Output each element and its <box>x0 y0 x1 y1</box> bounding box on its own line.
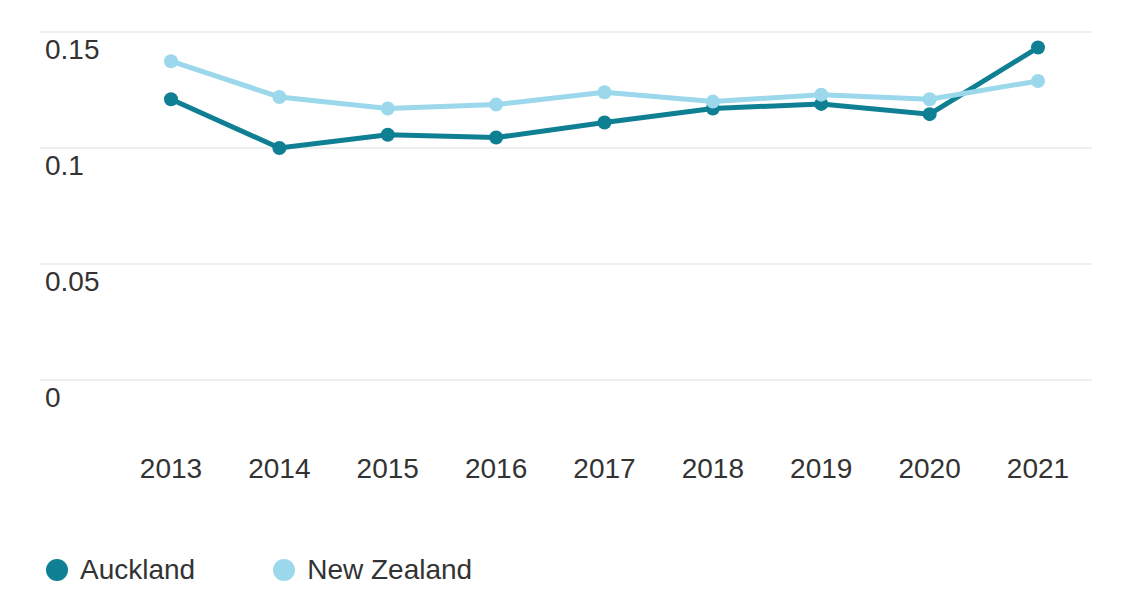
svg-text:0.15: 0.15 <box>45 34 100 65</box>
html-text:New Zealand: New Zealand <box>307 554 473 585</box>
svg-text:2014: 2014 <box>248 453 310 484</box>
svg-text:2017: 2017 <box>573 453 635 484</box>
html-text:Auckland: Auckland <box>80 554 196 585</box>
svg-text:2020: 2020 <box>898 453 960 484</box>
svg-text:2015: 2015 <box>357 453 419 484</box>
svg-text:0: 0 <box>45 382 61 413</box>
svg-text:2013: 2013 <box>140 453 202 484</box>
svg-text:2019: 2019 <box>790 453 852 484</box>
svg-text:0.05: 0.05 <box>45 266 100 297</box>
svg-text:2021: 2021 <box>1007 453 1069 484</box>
svg-text:0.1: 0.1 <box>45 150 84 181</box>
svg-text:2018: 2018 <box>682 453 744 484</box>
svg-text:2016: 2016 <box>465 453 527 484</box>
